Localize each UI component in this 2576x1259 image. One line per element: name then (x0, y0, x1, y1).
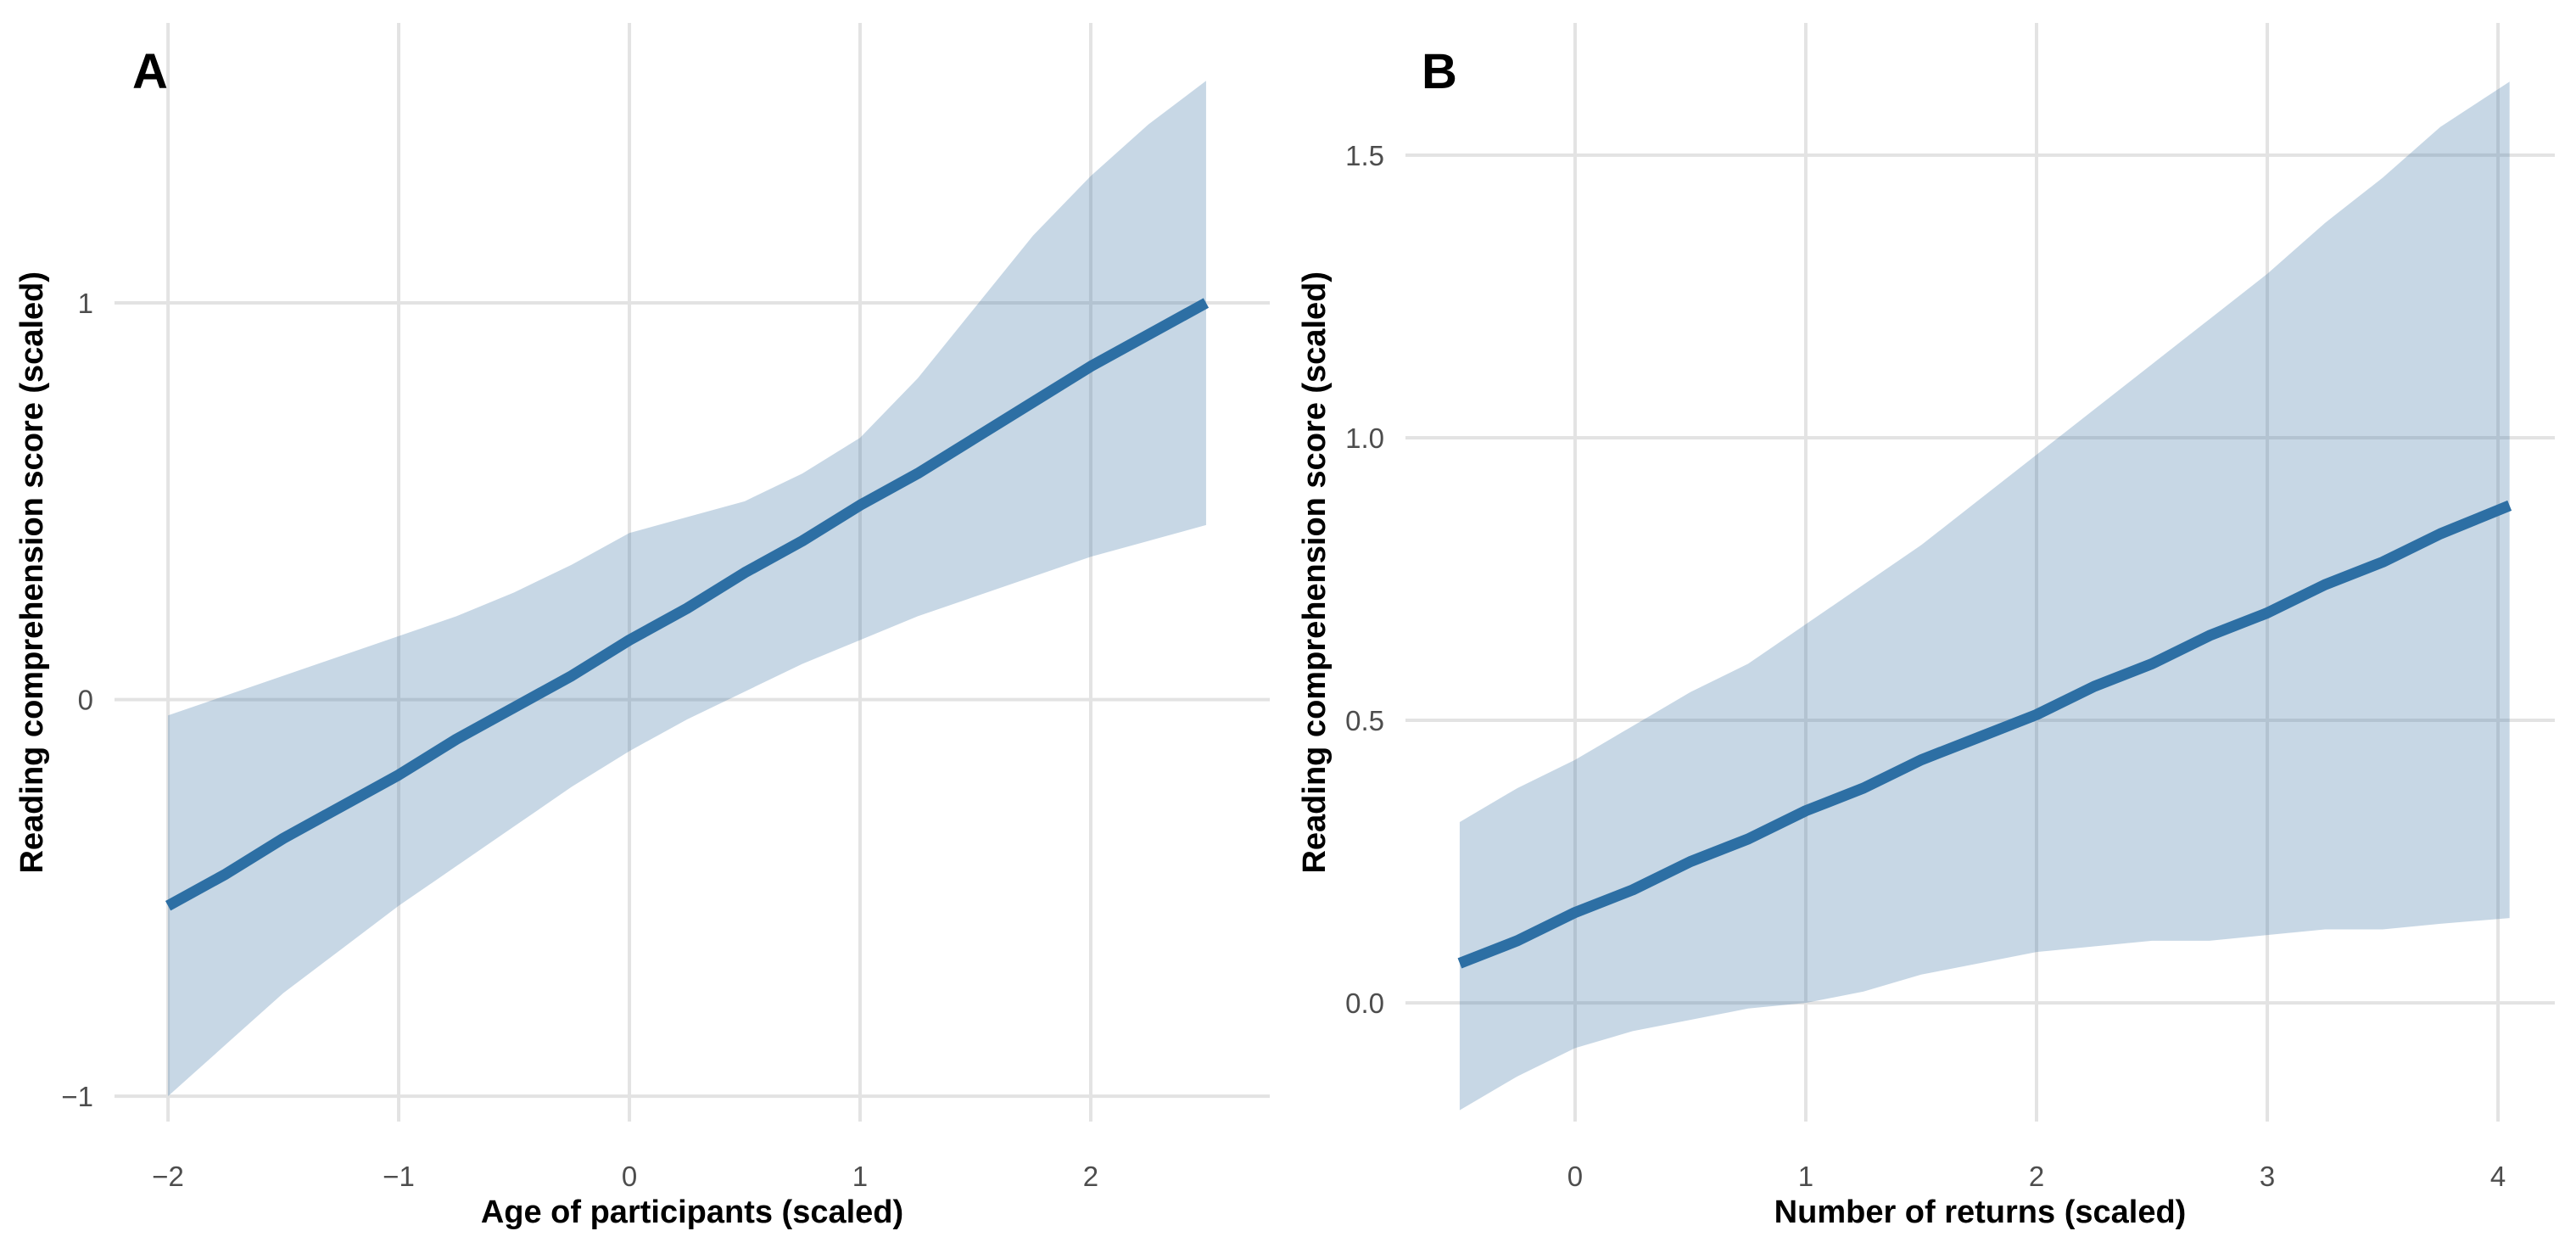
panel-a-x-tick-label: 1 (852, 1161, 868, 1192)
panel-a-y-tick-label: 0 (78, 685, 93, 716)
panel-b-x-tick-label: 0 (1567, 1161, 1583, 1192)
panel-b-y-tick-label: 0.0 (1345, 988, 1384, 1019)
panel-b-trend-line (1457, 500, 2512, 969)
panel-b-x-tick-label: 1 (1798, 1161, 1813, 1192)
panel-b-x-tick-label: 3 (2260, 1161, 2275, 1192)
panel-b-y-axis-title: Reading comprehension score (scaled) (1296, 271, 1333, 874)
panel-a-x-tick-label: −2 (152, 1161, 184, 1192)
panel-b-confidence-band (1459, 81, 2510, 1111)
panel-a-trend-line (165, 298, 1210, 911)
panel-b-y-tick-label: 0.5 (1345, 705, 1384, 736)
panel-a-x-tick-label: 2 (1083, 1161, 1098, 1192)
panel-a-confidence-band (168, 81, 1206, 1097)
panel-a-y-tick-label: 1 (78, 288, 93, 319)
panel-b-x-axis-title: Number of returns (scaled) (1774, 1195, 2187, 1230)
panel-a-y-axis-title: Reading comprehension score (scaled) (14, 271, 50, 874)
panel-b-y-tick-label: 1.5 (1345, 140, 1384, 171)
panel-b-x-tick-label: 4 (2490, 1161, 2506, 1192)
panel-a-y-tick-label: −1 (61, 1081, 93, 1112)
panel-a-x-axis-title: Age of participants (scaled) (480, 1195, 904, 1230)
panel-a-y-axis-title-box: Reading comprehension score (scaled) (7, 23, 58, 1122)
panel-a-x-tick-label: 0 (622, 1161, 637, 1192)
panel-b-tag: B (1422, 44, 1457, 99)
panel-a-x-tick-label: −1 (383, 1161, 415, 1192)
panel-b-y-tick-label: 1.0 (1345, 422, 1384, 454)
panel-b-y-axis-title-box: Reading comprehension score (scaled) (1289, 23, 1340, 1122)
panel-a-tag: A (132, 44, 168, 99)
panel-b-x-tick-label: 2 (2029, 1161, 2044, 1192)
